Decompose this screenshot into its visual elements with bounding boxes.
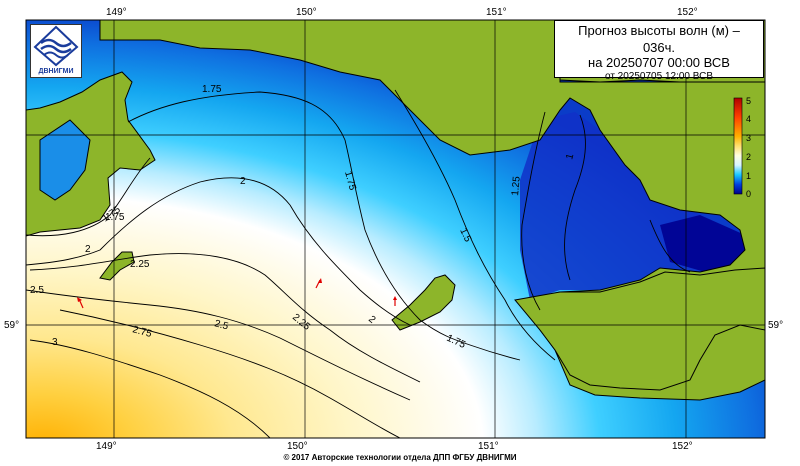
colorbar-label: 4 [746,114,751,124]
colorbar-label: 1 [746,171,751,181]
copyright-footer: © 2017 Авторские технологии отдела ДПП Ф… [283,453,517,462]
contour-label: 3 [52,337,58,348]
lon-tick-bottom: 152° [672,441,693,452]
contours [26,89,691,438]
title-line-2: 036ч. [642,40,676,55]
contour-0-75 [649,219,691,273]
contour-2-75 [59,309,401,438]
colorbar-label: 2 [746,152,751,162]
colorbar-label: 5 [746,96,751,106]
contour-label: 2 [240,176,246,187]
land-west-bay-water [39,119,91,201]
title-line-3: на 20250707 00:00 ВСВ [588,55,730,70]
lat-tick-right: 59° [768,320,783,331]
contour-label: 1.75 [105,212,125,223]
logo-text: ДВНИГМИ [38,68,74,75]
colorbar-scale [733,97,743,195]
contour-2-25 [29,253,421,383]
forecast-title-box: Прогноз высоты волн (м) – 036ч. на 20250… [554,20,764,82]
wave-arrow-head [318,278,322,283]
contour-1-75-north [127,91,521,361]
colorbar-label: 3 [746,133,751,143]
deepest-water-zone [660,215,745,272]
wave-direction-arrows [77,278,397,309]
colorbar: 5 4 3 2 1 0 [733,96,751,199]
bottom-tick-labels: 149° 150° 151° 152° [96,441,693,452]
contour-label: 2.25 [130,259,150,270]
land-southeast [514,267,765,391]
lon-tick-top: 152° [677,7,698,18]
contour-label: 1.5 [457,227,473,245]
dvnigmi-logo: ДВНИГМИ [30,24,82,78]
contour-label: 2.5 [30,285,44,296]
contour-label: 2 [85,244,91,255]
contour-1-25 [521,111,546,311]
contour-2 [26,177,411,326]
lat-tick-left: 59° [4,320,19,331]
lon-tick-bottom: 150° [287,441,308,452]
contour-3 [29,339,271,438]
contour-label: 1 [564,152,576,161]
lon-tick-top: 149° [106,7,127,18]
contour-2-5 [26,289,411,401]
contour-1 [564,114,586,281]
title-line-1: Прогноз высоты волн (м) – [578,23,740,38]
wave-arrow-head [77,297,82,302]
contour-1-75-west [26,157,151,237]
map-frame [25,19,766,439]
contour-1-5 [394,89,556,361]
top-tick-labels: 149° 150° 151° 152° [106,7,698,18]
lon-tick-top: 151° [486,7,507,18]
colorbar-label: 0 [746,189,751,199]
lon-tick-top: 150° [296,7,317,18]
contour-label: 2.5 [213,318,230,332]
contour-label: 2 [366,314,378,326]
wave-arrow-head [393,296,397,300]
contour-label: 1.25 [510,175,523,196]
lon-tick-bottom: 151° [478,441,499,452]
lon-tick-bottom: 149° [96,441,117,452]
title-line-4: от 20250705 12:00 ВСВ [604,71,713,82]
contour-label: 2.75 [131,324,153,340]
contour-label: 1.75 [202,84,222,95]
dvnigmi-logo-icon [33,25,79,67]
contour-label: 1.75 [342,170,358,192]
